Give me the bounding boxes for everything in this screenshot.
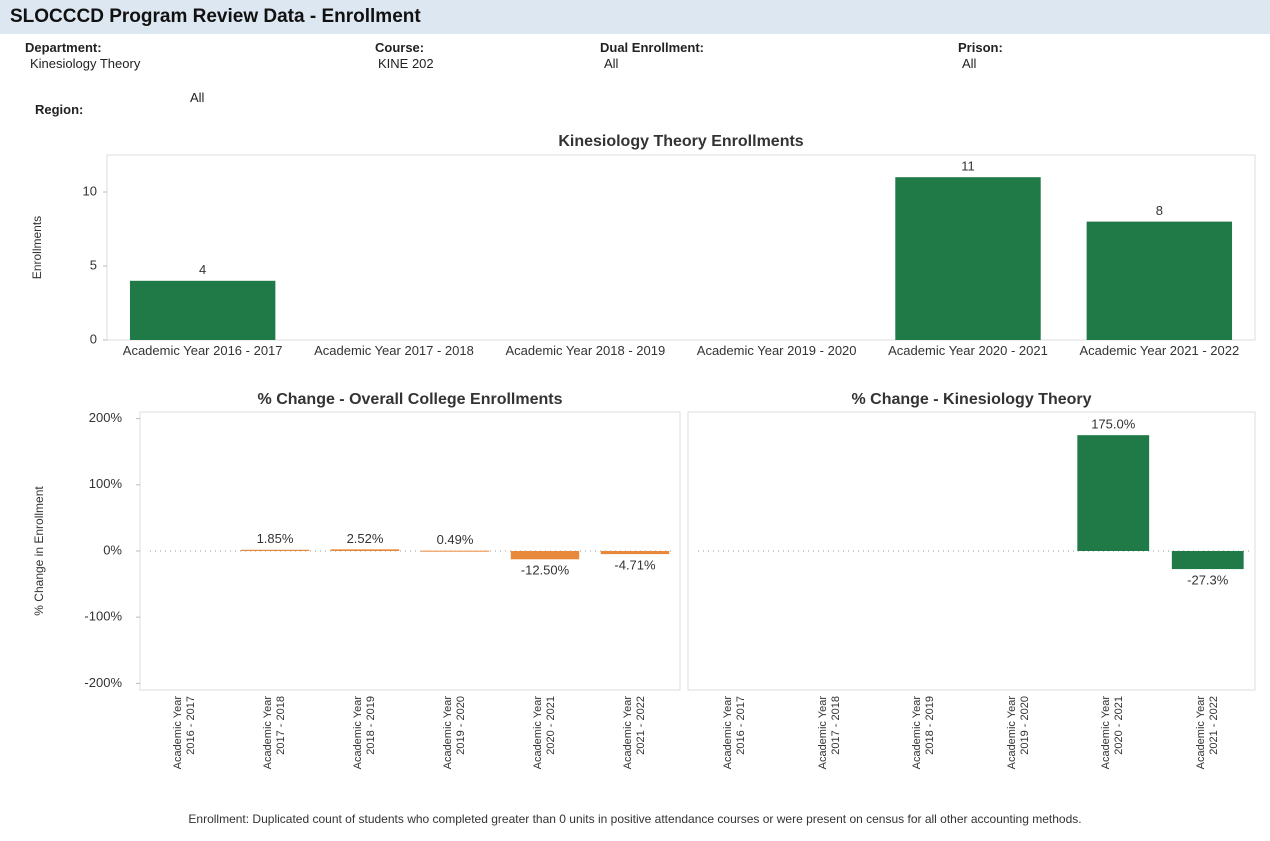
filter-label: Course: xyxy=(375,40,425,55)
y-tick-label: 200% xyxy=(89,410,123,425)
x-tick-label: Academic Year 2017 - 2018 xyxy=(314,343,474,358)
x-tick-label: Academic Year 2018 - 2019 xyxy=(352,696,377,770)
bar xyxy=(129,280,276,340)
data-label: 8 xyxy=(1156,203,1163,218)
filter-value[interactable]: KINE 202 xyxy=(378,56,434,71)
data-label: 11 xyxy=(961,159,975,174)
x-tick-label: Academic Year 2017 - 2018 xyxy=(262,696,287,770)
data-label: 2.52% xyxy=(347,531,384,546)
data-label: -12.50% xyxy=(521,563,570,578)
data-label: 175.0% xyxy=(1091,417,1136,432)
x-tick-label: Academic Year 2018 - 2019 xyxy=(911,696,937,770)
x-tick-label: Academic Year 2021 - 2022 xyxy=(1194,696,1220,770)
x-tick-label: Academic Year 2020 - 2021 xyxy=(532,696,557,770)
data-label: -4.71% xyxy=(614,558,656,573)
bar xyxy=(510,551,580,560)
filter-value[interactable]: All xyxy=(190,90,205,105)
chart-title: Kinesiology Theory Enrollments xyxy=(558,133,803,150)
x-tick-label: Academic Year 2020 - 2021 xyxy=(1100,696,1126,770)
x-tick-label: Academic Year 2020 - 2021 xyxy=(888,343,1048,358)
y-tick-label: 100% xyxy=(89,476,123,491)
filter-value[interactable]: Kinesiology Theory xyxy=(30,56,141,71)
x-tick-label: Academic Year 2019 - 2020 xyxy=(696,343,857,358)
x-tick-label: Academic Year 2018 - 2019 xyxy=(505,343,666,358)
filter-value[interactable]: All xyxy=(604,56,619,71)
bar xyxy=(1077,435,1150,551)
y-axis-label: Enrollments xyxy=(30,216,44,279)
bar xyxy=(420,550,490,552)
filter-label: Prison: xyxy=(958,40,1003,55)
y-tick-label: -100% xyxy=(84,609,122,624)
bar xyxy=(895,177,1041,340)
data-label: 0.49% xyxy=(437,532,474,547)
x-tick-label: Academic Year 2019 - 2020 xyxy=(1005,696,1031,770)
y-tick-label: 10 xyxy=(83,183,97,198)
bar xyxy=(240,549,310,551)
x-tick-label: Academic Year 2016 - 2017 xyxy=(172,696,197,770)
x-tick-label: Academic Year 2021 - 2022 xyxy=(1079,343,1240,358)
x-tick-label: Academic Year 2016 - 2017 xyxy=(122,343,283,358)
y-tick-label: 5 xyxy=(90,257,97,272)
bar xyxy=(330,549,400,551)
y-axis-label: % Change in Enrollment xyxy=(32,486,46,616)
data-label: 4 xyxy=(199,262,206,277)
y-tick-label: 0 xyxy=(90,331,97,346)
y-tick-label: -200% xyxy=(84,675,122,690)
bar xyxy=(600,551,670,555)
header-title: SLOCCCD Program Review Data - Enrollment xyxy=(10,6,421,27)
x-tick-label: Academic Year 2021 - 2022 xyxy=(622,696,647,770)
plot-frame xyxy=(687,411,1256,691)
chart-title: % Change - Kinesiology Theory xyxy=(851,391,1091,408)
x-tick-label: Academic Year 2016 - 2017 xyxy=(722,696,748,770)
bar xyxy=(1086,221,1233,340)
plot-frame xyxy=(106,154,1256,341)
data-label: 1.85% xyxy=(257,531,294,546)
data-label: -27.3% xyxy=(1187,573,1229,588)
chart-title: % Change - Overall College Enrollments xyxy=(258,391,563,408)
header: SLOCCCD Program Review Data - Enrollment xyxy=(0,0,1270,34)
filter-label: Region: xyxy=(35,102,84,117)
filter-label: Department: xyxy=(25,40,102,55)
filter-value[interactable]: All xyxy=(962,56,977,71)
footnote: Enrollment: Duplicated count of students… xyxy=(188,812,1082,826)
y-tick-label: 0% xyxy=(103,542,122,557)
filter-label: Dual Enrollment: xyxy=(600,40,705,55)
bar xyxy=(1171,551,1244,570)
x-tick-label: Academic Year 2017 - 2018 xyxy=(816,696,842,770)
x-tick-label: Academic Year 2019 - 2020 xyxy=(442,696,467,770)
